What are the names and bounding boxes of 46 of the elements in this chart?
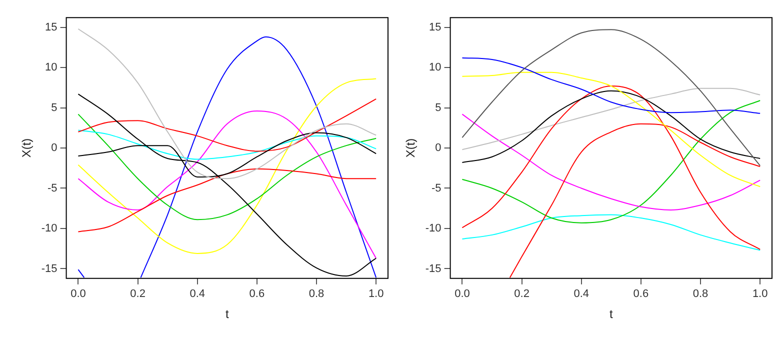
line-series: [78, 130, 377, 160]
line-series: [462, 100, 761, 224]
line-series: [78, 98, 377, 152]
x-tick-label: 0.2: [514, 288, 530, 300]
line-series: [462, 114, 761, 210]
x-tick-label: 1.0: [752, 288, 768, 300]
y-tick-label: 0: [435, 142, 442, 154]
y-tick-label: 10: [429, 62, 442, 74]
x-tick-label: 1.0: [368, 288, 384, 300]
line-series: [462, 57, 761, 114]
line-series: [78, 78, 377, 254]
x-tick-label: 0.6: [249, 288, 265, 300]
x-tick-label: 0.0: [70, 288, 86, 300]
line-series: [78, 168, 377, 232]
line-series: [78, 110, 377, 259]
x-tick-label: 0.4: [190, 288, 206, 300]
line-series: [462, 29, 761, 166]
y-tick-label: -15: [425, 262, 442, 275]
x-tick-label: 0.4: [574, 288, 590, 300]
y-tick-label: 0: [51, 142, 58, 154]
y-tick-label: -10: [41, 222, 58, 235]
y-tick-label: -15: [41, 262, 58, 275]
line-series: [462, 214, 761, 251]
x-axis-title: t: [609, 307, 614, 322]
y-tick-label: -10: [425, 222, 442, 235]
line-series: [462, 72, 761, 188]
y-tick-label: 15: [429, 21, 442, 34]
line-series: [462, 90, 761, 163]
x-axis-title: t: [225, 307, 230, 322]
x-tick-label: 0.8: [308, 288, 324, 300]
line-series: [462, 88, 761, 150]
x-tick-label: 0.8: [692, 288, 708, 300]
x-tick-label: 0.6: [633, 288, 649, 300]
y-axis-title: X(t): [20, 138, 34, 158]
y-tick-label: 5: [51, 102, 58, 114]
line-series: [78, 94, 377, 276]
y-tick-label: 5: [435, 102, 442, 114]
x-tick-label: 0.0: [454, 288, 470, 300]
line-series: [78, 28, 377, 180]
y-tick-label: -5: [432, 182, 442, 194]
x-tick-label: 0.2: [130, 288, 146, 300]
line-series: [78, 114, 377, 220]
y-tick-label: -5: [48, 182, 58, 194]
y-axis-title: X(t): [404, 138, 418, 158]
y-tick-label: 15: [45, 21, 58, 34]
y-tick-label: 10: [45, 62, 58, 74]
